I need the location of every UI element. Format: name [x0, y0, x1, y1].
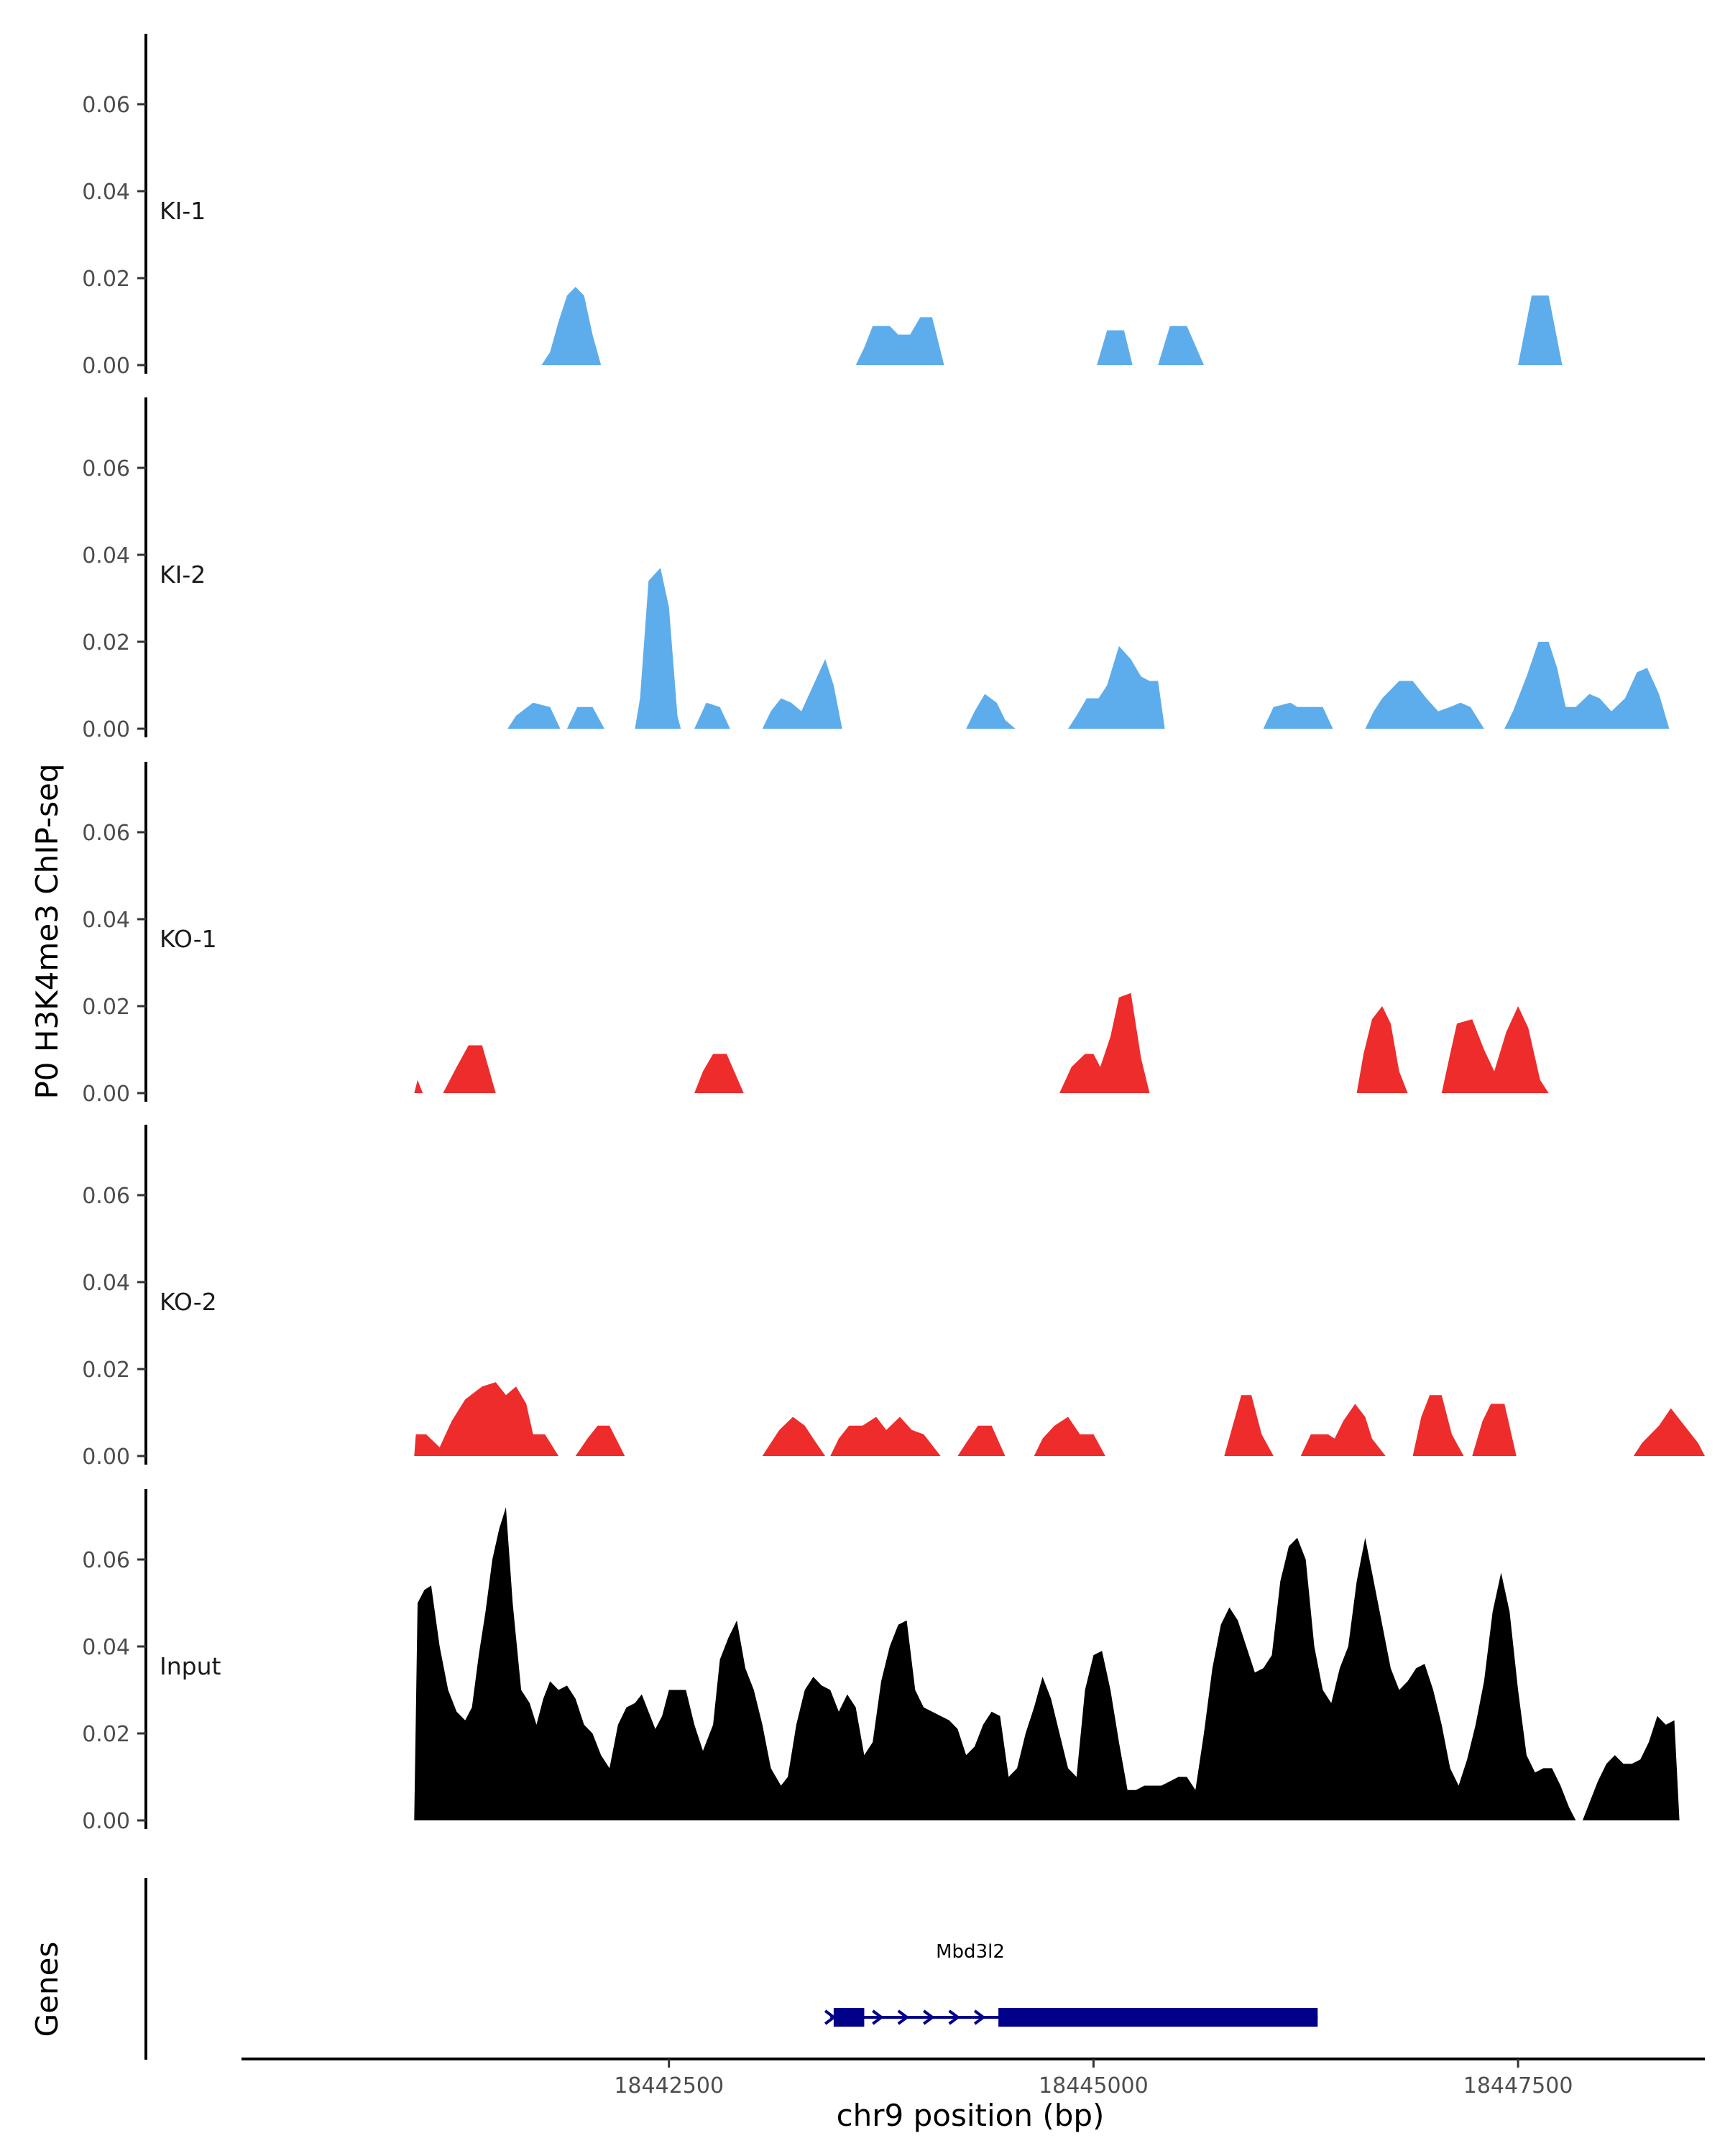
- exon-block: [833, 2008, 865, 2027]
- y-tick-label: 0.00: [82, 1809, 130, 1834]
- track-input: 0.00 0.02 0.04 0.06 Input: [82, 1489, 1680, 1834]
- coverage-peak: [541, 287, 602, 365]
- coverage-peak: [1633, 1408, 1705, 1456]
- exon-block: [998, 2008, 1318, 2027]
- y-tick-label: 0.00: [82, 717, 130, 742]
- y-tick-label: 0.06: [82, 1548, 130, 1573]
- coverage-peak: [1365, 681, 1484, 729]
- coverage-peak: [507, 702, 561, 729]
- strand-arrow: [923, 2009, 935, 2025]
- coverage-peak: [1034, 1416, 1105, 1456]
- y-tick-label: 0.04: [82, 908, 130, 933]
- y-tick-label: 0.02: [82, 630, 130, 655]
- x-tick-label: 18442500: [614, 2073, 724, 2099]
- coverage-peak: [1441, 1006, 1549, 1093]
- tracks-layer: 0.00 0.02 0.04 0.06 KI-1 0.00 0.02 0.04 0.06 KI-2…: [82, 34, 1705, 1834]
- track-label: KO-2: [160, 1288, 217, 1316]
- y-tick-label: 0.02: [82, 267, 130, 292]
- coverage-peak: [694, 1054, 744, 1093]
- coverage-peak: [1582, 1715, 1680, 1820]
- x-axis-title: chr9 position (bp): [837, 2098, 1105, 2133]
- track-ki-2: 0.00 0.02 0.04 0.06 KI-2: [82, 397, 1670, 742]
- coverage-peak: [1158, 326, 1204, 365]
- coverage-peak: [1356, 1006, 1408, 1093]
- coverage-peak: [1518, 295, 1563, 365]
- genes-axis-title: Genes: [29, 1942, 65, 2037]
- coverage-peak: [414, 1507, 1576, 1820]
- y-tick-label: 0.00: [82, 1082, 130, 1107]
- coverage-peak: [966, 694, 1016, 729]
- coverage-peak: [414, 1382, 559, 1456]
- coverage-peak: [575, 1425, 625, 1456]
- gene-name-label: Mbd3l2: [936, 1941, 1005, 1963]
- strand-arrow: [948, 2009, 960, 2025]
- coverage-peak: [443, 1045, 496, 1093]
- track-label: KI-1: [160, 197, 206, 225]
- x-tick-label: 18447500: [1463, 2073, 1573, 2099]
- x-tick-label: 18445000: [1039, 2073, 1149, 2099]
- coverage-peak: [1059, 992, 1150, 1093]
- y-tick-label: 0.00: [82, 354, 130, 379]
- track-ko-1: 0.00 0.02 0.04 0.06 KO-1: [82, 762, 1549, 1107]
- track-ki-1: 0.00 0.02 0.04 0.06 KI-1: [82, 34, 1563, 379]
- coverage-peak: [762, 1416, 826, 1456]
- strand-arrow: [824, 2009, 837, 2025]
- y-tick-label: 0.04: [82, 543, 130, 568]
- strand-arrow: [897, 2009, 910, 2025]
- strand-arrow: [973, 2009, 986, 2025]
- track-ko-2: 0.00 0.02 0.04 0.06 KO-2: [82, 1125, 1705, 1470]
- y-tick-label: 0.02: [82, 995, 130, 1020]
- coverage-peak: [830, 1416, 941, 1456]
- y-tick-label: 0.02: [82, 1358, 130, 1383]
- coverage-peak: [1097, 330, 1133, 365]
- strand-arrow: [872, 2009, 884, 2025]
- coverage-peak: [855, 317, 944, 365]
- coverage-peak: [635, 568, 681, 729]
- coverage-peak: [694, 702, 730, 729]
- coverage-peak: [414, 1079, 423, 1093]
- x-axis: 18442500 18445000 18447500: [242, 2058, 1705, 2099]
- genes-layer: Mbd3l2: [144, 1878, 1318, 2060]
- coverage-peak: [566, 706, 604, 729]
- coverage-peak: [957, 1425, 1006, 1456]
- y-tick-label: 0.06: [82, 821, 130, 846]
- y-tick-label: 0.04: [82, 1635, 130, 1660]
- coverage-peak: [1068, 646, 1165, 729]
- y-axis-title: P0 H3K4me3 ChIP-seq: [29, 763, 65, 1099]
- coverage-peak: [1472, 1404, 1517, 1456]
- y-tick-label: 0.06: [82, 1184, 130, 1209]
- y-tick-label: 0.06: [82, 456, 130, 482]
- coverage-peak: [762, 659, 842, 729]
- gene-mbd3l2: Mbd3l2: [824, 1941, 1318, 2027]
- track-label: KO-1: [160, 925, 217, 953]
- y-tick-label: 0.04: [82, 180, 130, 205]
- coverage-peak: [1224, 1395, 1274, 1456]
- coverage-peak: [1263, 702, 1333, 729]
- y-tick-label: 0.00: [82, 1445, 130, 1470]
- coverage-peak: [1412, 1395, 1464, 1456]
- y-tick-label: 0.06: [82, 93, 130, 118]
- y-tick-label: 0.02: [82, 1722, 130, 1747]
- y-tick-label: 0.04: [82, 1271, 130, 1296]
- track-label: KI-2: [160, 561, 206, 589]
- coverage-peak: [1504, 642, 1670, 729]
- coverage-peak: [1300, 1404, 1386, 1456]
- track-label: Input: [160, 1652, 221, 1680]
